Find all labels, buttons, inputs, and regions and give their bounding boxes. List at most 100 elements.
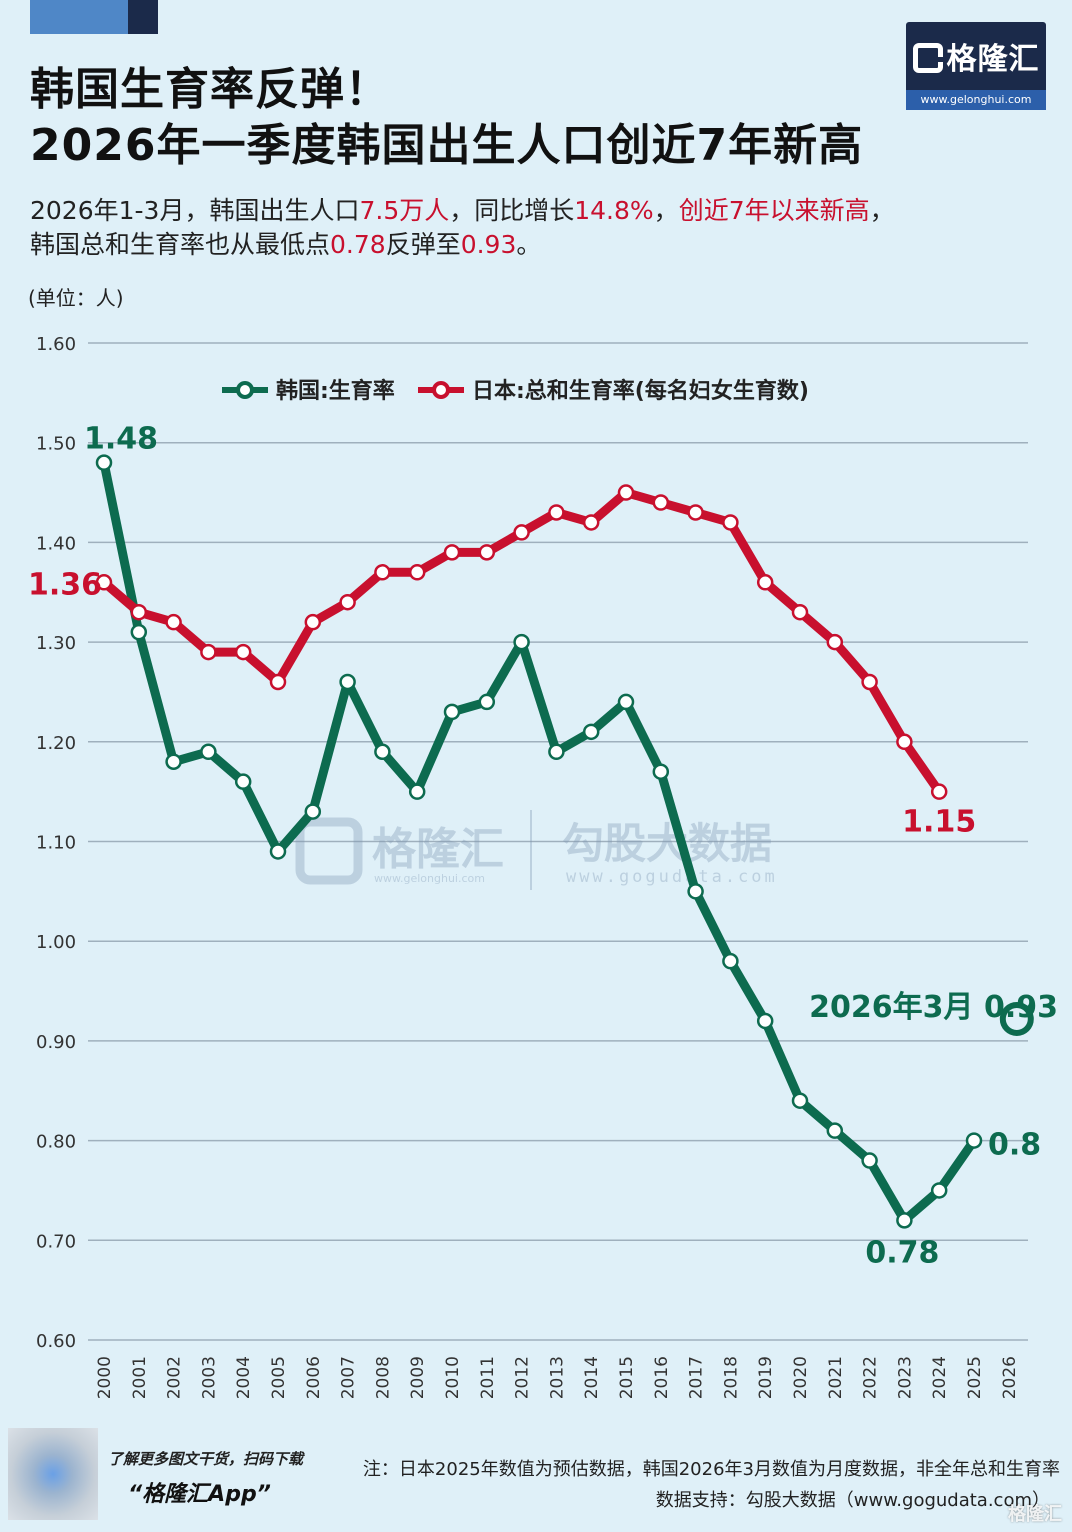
y-tick-label: 1.10 [36,833,76,854]
x-tick-label: 2025 [965,1356,985,1399]
data-point [965,1132,983,1149]
subtitle-highlight: 7.5万人 [359,196,450,225]
x-tick-label: 2016 [652,1356,672,1399]
fertility-line-chart: 1.60 1.50 1.40 1.30 1.20 1.10 1.00 0.90 0.80 0.70… [28,334,1058,1399]
data-point [826,633,844,651]
data-point [234,643,252,661]
data-point [374,564,391,581]
data-point [234,773,252,790]
data-point [687,504,704,521]
page-title: 韩国生育率反弹！ 2026年一季度韩国出生人口创近7年新高 [30,62,863,174]
legend-label: 韩国:生育率 [276,378,395,404]
data-point [408,783,426,800]
x-tick-label: 2015 [617,1356,637,1399]
subtitle-highlight: 创近7年以来新高 [678,196,870,225]
y-tick-label: 1.60 [36,334,76,355]
x-tick-label: 2014 [582,1356,602,1399]
data-point [582,723,600,741]
data-point [861,1152,878,1169]
subtitle-text: 。 [516,230,542,259]
x-tick-label: 2022 [861,1356,881,1399]
watermark-name-2: 勾股大数据 [562,819,772,868]
x-tick-label: 2005 [269,1356,289,1399]
data-label-layer: 1.48 1.36 1.15 0.78 0.8 2026年3月 0.93 [28,422,1058,1271]
y-tick-label: 1.50 [36,434,76,455]
data-point [130,603,148,621]
data-point [548,743,565,761]
data-point [826,1122,844,1139]
data-point [896,733,913,751]
data-label-kr-2000: 1.48 [84,422,158,457]
data-point-2026 [999,1001,1034,1036]
data-point [200,743,217,761]
subtitle-text: ， [869,196,895,225]
data-point [269,843,287,860]
x-tick-label: 2020 [791,1356,811,1399]
data-point [791,603,809,621]
subtitle-text: 反弹至 [385,230,461,259]
legend-point-marker [432,381,450,399]
logo-name: 格隆汇 [946,42,1040,77]
x-tick-label: 2012 [513,1356,533,1399]
y-tick-label: 0.70 [36,1231,76,1252]
chart-legend: 韩国:生育率 日本:总和生育率(每名妇女生育数) [222,378,809,404]
promo-text: 了解更多图文干货，扫码下载 [108,1450,304,1468]
x-tick-label: 2024 [930,1356,950,1399]
data-point [513,524,530,541]
title-line-2: 2026年一季度韩国出生人口创近7年新高 [30,120,864,171]
qr-code[interactable] [8,1428,98,1520]
subtitle-text: ，同比增长 [449,196,575,225]
data-point [478,693,496,711]
x-tick-label: 2000 [95,1356,115,1399]
corner-watermark: 格隆汇 [1008,1504,1062,1525]
watermark-logo-icon [295,817,363,885]
x-tick-label: 2004 [234,1356,254,1399]
data-point [95,574,113,591]
data-label-jp-2000: 1.36 [28,567,102,602]
subtitle-highlight: 14.8% [574,196,654,225]
data-point [687,883,704,900]
subtitle-text: 韩国总和生育率也从最低点 [30,230,331,259]
data-point [861,673,878,691]
data-point [408,564,426,581]
x-tick-label: 2019 [756,1356,776,1399]
x-tick-label: 2026 [1000,1356,1020,1399]
y-tick-label: 0.90 [36,1032,76,1053]
data-point [756,1012,774,1030]
data-point [339,593,356,611]
x-tick-label: 2002 [165,1356,185,1399]
top-accent-bar-dark [128,0,158,34]
x-tick-label: 2006 [304,1356,324,1399]
x-tick-label: 2013 [547,1356,567,1399]
data-point [478,544,496,561]
promo-app-name: “格隆汇App” [128,1482,271,1507]
data-label-kr-2026: 2026年3月 0.93 [809,990,1058,1025]
x-tick-label: 2023 [895,1356,915,1399]
data-point [339,673,356,691]
data-point [443,544,461,561]
logo-url: www.gelonghui.com [906,90,1046,110]
logo-g-icon [912,43,943,73]
data-label-kr-2025: 0.8 [988,1128,1041,1163]
x-tick-label: 2010 [443,1356,463,1399]
data-point [930,1182,948,1199]
data-point [896,1212,913,1229]
x-tick-label: 2017 [687,1356,707,1399]
x-tick-label: 2009 [408,1356,428,1399]
subtitle-text: ， [653,196,679,225]
x-tick-label: 2003 [199,1356,219,1399]
data-point [582,514,600,531]
unit-label: (单位：人) [28,286,124,310]
data-point [617,484,635,501]
x-tick-label: 2001 [130,1356,150,1399]
data-point [130,623,148,641]
data-point [513,633,530,651]
data-point [617,693,635,711]
watermark-name: 格隆汇 [372,824,504,875]
y-tick-label: 1.30 [36,633,76,654]
y-tick-label: 1.00 [36,932,76,953]
title-line-1: 韩国生育率反弹！ [30,64,390,115]
data-point [652,763,670,780]
data-point [652,494,670,511]
data-point [304,803,322,820]
